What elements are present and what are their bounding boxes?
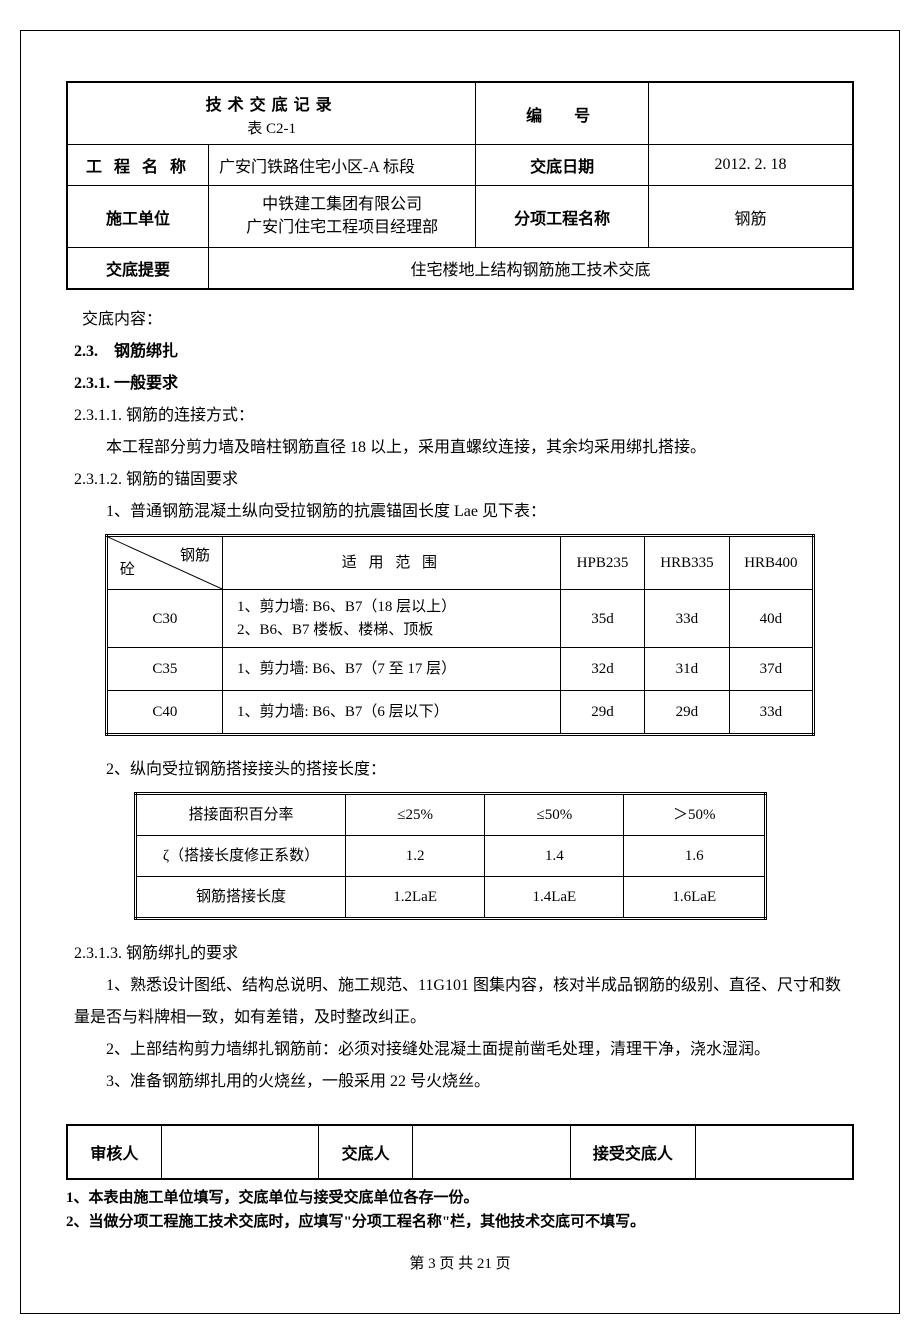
doc-title-cell: 技术交底记录 表 C2-1 [67, 82, 476, 145]
lap-r2c3: 1.4 [485, 836, 624, 877]
heading-2-3-1-3: 2.3.1.3. 钢筋绑扎的要求 [74, 938, 846, 970]
unit-value: 中铁建工集团有限公司 广安门住宅工程项目经理部 [208, 186, 475, 248]
subproject-label: 分项工程名称 [476, 186, 649, 248]
heading-2-3-1-2: 2.3.1.2. 钢筋的锚固要求 [74, 464, 846, 496]
lap-r3c4: 1.6LaE [624, 877, 766, 919]
footnote-2: 2、当做分项工程施工技术交底时，应填写"分项工程名称"栏，其他技术交底可不填写。 [66, 1210, 854, 1234]
unit-label: 施工单位 [67, 186, 208, 248]
scope-cell: 1、剪力墙: B6、B7（7 至 17 层） [222, 648, 560, 691]
footnote-1: 1、本表由施工单位填写，交底单位与接受交底单位各存一份。 [66, 1186, 854, 1210]
header-table: 技术交底记录 表 C2-1 编 号 工 程 名 称 广安门铁路住宅小区-A 标段… [66, 81, 854, 290]
para-2-3-1-2: 1、普通钢筋混凝土纵向受拉钢筋的抗震锚固长度 Lae 见下表： [74, 496, 846, 528]
summary-value: 住宅楼地上结构钢筋施工技术交底 [208, 248, 853, 290]
scope-cell: 1、剪力墙: B6、B7（18 层以上） 2、B6、B7 楼板、楼梯、顶板 [222, 590, 560, 648]
lap-r1c3: ≤50% [485, 794, 624, 836]
grade-cell: C40 [106, 691, 222, 735]
content-body: 交底内容： 2.3. 钢筋绑扎 2.3.1. 一般要求 2.3.1.1. 钢筋的… [66, 290, 854, 1112]
lap-r3c1: 钢筋搭接长度 [136, 877, 346, 919]
lap-r2c4: 1.6 [624, 836, 766, 877]
table-row: 搭接面积百分率 ≤25% ≤50% ＞50% [136, 794, 766, 836]
subproject-value: 钢筋 [649, 186, 853, 248]
col-hpb235: HPB235 [560, 536, 644, 590]
value-cell: 31d [645, 648, 729, 691]
col-hrb335: HRB335 [645, 536, 729, 590]
footnotes: 1、本表由施工单位填写，交底单位与接受交底单位各存一份。 2、当做分项工程施工技… [66, 1186, 854, 1234]
para-2-3-1-3-3: 3、准备钢筋绑扎用的火烧丝，一般采用 22 号火烧丝。 [74, 1066, 846, 1098]
table-row: 钢筋搭接长度 1.2LaE 1.4LaE 1.6LaE [136, 877, 766, 919]
project-value: 广安门铁路住宅小区-A 标段 [208, 145, 475, 186]
value-cell: 37d [729, 648, 813, 691]
diag-header-cell: 钢筋 砼 [106, 536, 222, 590]
lap-r1c1: 搭接面积百分率 [136, 794, 346, 836]
intro-label: 交底内容： [74, 304, 846, 336]
lap-r1c4: ＞50% [624, 794, 766, 836]
scope-cell: 1、剪力墙: B6、B7（6 层以下） [222, 691, 560, 735]
value-cell: 29d [645, 691, 729, 735]
lap-r3c2: 1.2LaE [346, 877, 485, 919]
doc-title: 技术交底记录 [206, 97, 338, 114]
date-value: 2012. 2. 18 [649, 145, 853, 186]
value-cell: 32d [560, 648, 644, 691]
table-row: C35 1、剪力墙: B6、B7（7 至 17 层） 32d 31d 37d [106, 648, 813, 691]
para-2-3-1-3-2: 2、上部结构剪力墙绑扎钢筋前：必须对接缝处混凝土面提前凿毛处理，清理干净，浇水湿… [74, 1034, 846, 1066]
heading-2-3-1: 2.3.1. 一般要求 [74, 368, 846, 400]
lap-r1c2: ≤25% [346, 794, 485, 836]
heading-2-3: 2.3. 钢筋绑扎 [74, 336, 846, 368]
para-2-3-1-3-1: 1、熟悉设计图纸、结构总说明、施工规范、11G101 图集内容，核对半成品钢筋的… [74, 970, 846, 1034]
signature-table: 审核人 交底人 接受交底人 [66, 1124, 854, 1180]
grade-cell: C30 [106, 590, 222, 648]
table-row: C30 1、剪力墙: B6、B7（18 层以上） 2、B6、B7 楼板、楼梯、顶… [106, 590, 813, 648]
table-row: ζ（搭接长度修正系数） 1.2 1.4 1.6 [136, 836, 766, 877]
col-hrb400: HRB400 [729, 536, 813, 590]
doc-subtitle: 表 C2-1 [78, 119, 465, 140]
summary-label: 交底提要 [67, 248, 208, 290]
sig-receiver-label: 接受交底人 [570, 1125, 696, 1179]
date-label: 交底日期 [476, 145, 649, 186]
sig-receiver-value [696, 1125, 853, 1179]
diag-bot-label: 砼 [120, 555, 135, 585]
bianhao-value [649, 82, 853, 145]
col-scope: 适 用 范 围 [222, 536, 560, 590]
value-cell: 33d [729, 691, 813, 735]
grade-cell: C35 [106, 648, 222, 691]
page-container: 技术交底记录 表 C2-1 编 号 工 程 名 称 广安门铁路住宅小区-A 标段… [20, 30, 900, 1314]
diag-top-label: 钢筋 [180, 541, 210, 571]
value-cell: 29d [560, 691, 644, 735]
para-2-3-1-1: 本工程部分剪力墙及暗柱钢筋直径 18 以上，采用直螺纹连接，其余均采用绑扎搭接。 [74, 432, 846, 464]
lap-r3c3: 1.4LaE [485, 877, 624, 919]
anchorage-table: 钢筋 砼 适 用 范 围 HPB235 HRB335 HRB400 C30 1、… [105, 534, 815, 736]
sig-deliverer-value [413, 1125, 570, 1179]
lap-r2c1: ζ（搭接长度修正系数） [136, 836, 346, 877]
bianhao-label: 编 号 [476, 82, 649, 145]
project-label: 工 程 名 称 [67, 145, 208, 186]
page-number: 第 3 页 共 21 页 [66, 1252, 854, 1273]
para-2-3-1-2b: 2、纵向受拉钢筋搭接接头的搭接长度： [74, 754, 846, 786]
value-cell: 33d [645, 590, 729, 648]
value-cell: 40d [729, 590, 813, 648]
lap-length-table: 搭接面积百分率 ≤25% ≤50% ＞50% ζ（搭接长度修正系数） 1.2 1… [134, 792, 767, 920]
heading-2-3-1-1: 2.3.1.1. 钢筋的连接方式： [74, 400, 846, 432]
value-cell: 35d [560, 590, 644, 648]
lap-r2c2: 1.2 [346, 836, 485, 877]
table-row: C40 1、剪力墙: B6、B7（6 层以下） 29d 29d 33d [106, 691, 813, 735]
sig-deliverer-label: 交底人 [319, 1125, 413, 1179]
sig-reviewer-value [161, 1125, 318, 1179]
sig-reviewer-label: 审核人 [67, 1125, 161, 1179]
